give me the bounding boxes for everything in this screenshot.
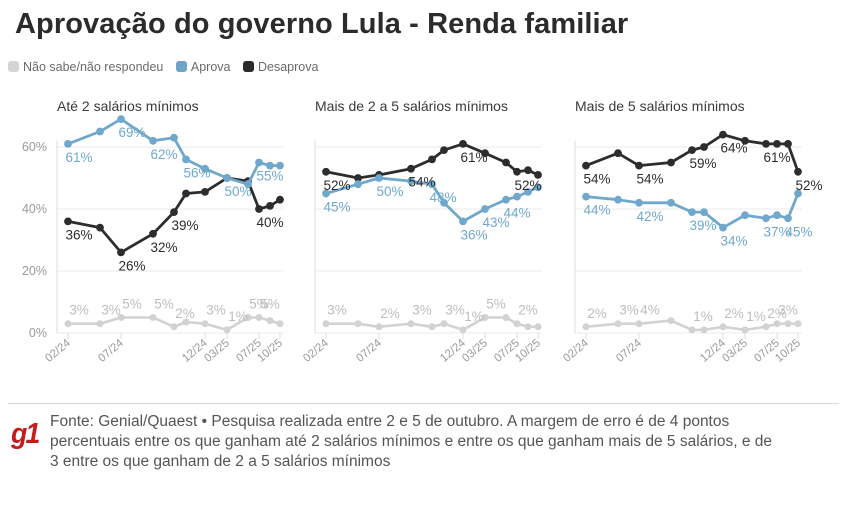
svg-text:36%: 36% [65, 227, 92, 242]
svg-text:3%: 3% [778, 303, 798, 318]
svg-text:3%: 3% [206, 303, 226, 318]
svg-text:4%: 4% [640, 303, 660, 318]
svg-text:03/25: 03/25 [720, 337, 750, 365]
svg-text:34%: 34% [720, 234, 747, 249]
svg-text:56%: 56% [183, 165, 210, 180]
svg-text:61%: 61% [65, 150, 92, 165]
svg-text:52%: 52% [795, 178, 822, 193]
svg-text:45%: 45% [785, 224, 812, 239]
svg-text:0%: 0% [29, 326, 47, 340]
svg-text:5%: 5% [486, 297, 506, 312]
svg-text:40%: 40% [22, 202, 47, 216]
svg-text:02/24: 02/24 [301, 337, 331, 365]
svg-text:2%: 2% [518, 303, 538, 318]
svg-text:45%: 45% [323, 200, 350, 215]
svg-text:2%: 2% [175, 306, 195, 321]
svg-text:60%: 60% [22, 140, 47, 154]
svg-text:3%: 3% [412, 303, 432, 318]
svg-text:48%: 48% [429, 190, 456, 205]
svg-text:44%: 44% [503, 206, 530, 221]
svg-text:52%: 52% [514, 178, 541, 193]
svg-text:3%: 3% [69, 303, 89, 318]
svg-text:61%: 61% [460, 150, 487, 165]
svg-text:3%: 3% [327, 303, 347, 318]
svg-text:03/25: 03/25 [202, 337, 232, 365]
svg-text:54%: 54% [408, 175, 435, 190]
svg-text:5%: 5% [260, 297, 280, 312]
svg-text:62%: 62% [150, 147, 177, 162]
svg-text:39%: 39% [689, 218, 716, 233]
svg-text:52%: 52% [323, 178, 350, 193]
svg-text:20%: 20% [22, 264, 47, 278]
svg-text:44%: 44% [583, 203, 610, 218]
svg-text:40%: 40% [256, 215, 283, 230]
svg-text:59%: 59% [689, 156, 716, 171]
svg-text:54%: 54% [583, 172, 610, 187]
svg-text:55%: 55% [256, 169, 283, 184]
svg-text:54%: 54% [636, 172, 663, 187]
svg-text:39%: 39% [171, 218, 198, 233]
svg-text:5%: 5% [154, 297, 174, 312]
svg-text:42%: 42% [636, 209, 663, 224]
svg-text:1%: 1% [746, 309, 766, 324]
svg-text:1%: 1% [693, 309, 713, 324]
svg-text:26%: 26% [118, 258, 145, 273]
svg-text:3%: 3% [619, 303, 639, 318]
svg-text:02/24: 02/24 [43, 337, 73, 365]
svg-text:02/24: 02/24 [561, 337, 591, 365]
svg-text:2%: 2% [380, 306, 400, 321]
svg-text:3%: 3% [445, 303, 465, 318]
svg-text:32%: 32% [150, 240, 177, 255]
svg-text:64%: 64% [720, 141, 747, 156]
svg-text:07/24: 07/24 [614, 337, 644, 365]
svg-text:50%: 50% [224, 184, 251, 199]
svg-text:2%: 2% [724, 306, 744, 321]
svg-text:50%: 50% [376, 184, 403, 199]
svg-text:3%: 3% [101, 303, 121, 318]
svg-text:1%: 1% [228, 309, 248, 324]
svg-text:2%: 2% [587, 306, 607, 321]
svg-text:69%: 69% [118, 125, 145, 140]
svg-text:61%: 61% [763, 150, 790, 165]
svg-text:03/25: 03/25 [460, 337, 490, 365]
svg-text:1%: 1% [464, 309, 484, 324]
svg-text:07/24: 07/24 [96, 337, 126, 365]
svg-text:5%: 5% [122, 297, 142, 312]
svg-text:07/24: 07/24 [354, 337, 384, 365]
